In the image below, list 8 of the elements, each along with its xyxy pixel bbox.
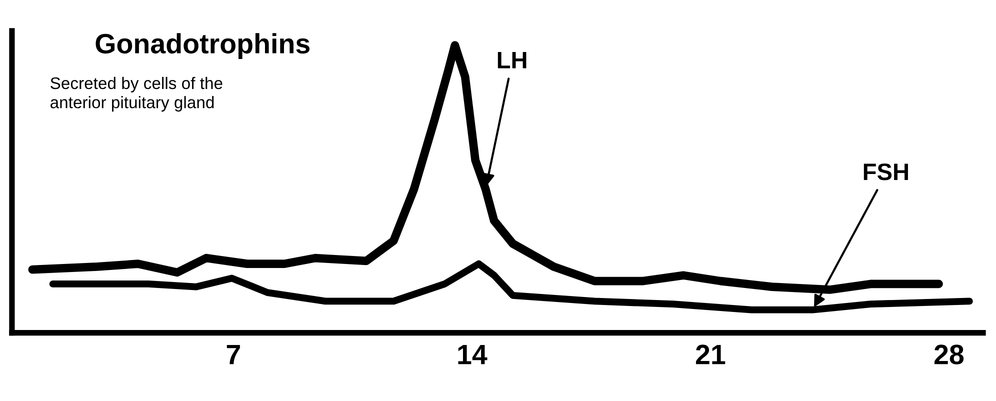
x-tick-label: 14 [458, 344, 488, 364]
x-tick-label: 28 [934, 344, 964, 364]
x-tick-label: 7 [226, 344, 240, 364]
chart-title: Gonadotrophins [96, 33, 310, 60]
text: Secreted by cells of the anterior pituitary gland [50, 76, 222, 112]
x-tick-label: 21 [696, 344, 726, 364]
series-label: LH [498, 52, 526, 68]
text: FSH [864, 163, 908, 180]
